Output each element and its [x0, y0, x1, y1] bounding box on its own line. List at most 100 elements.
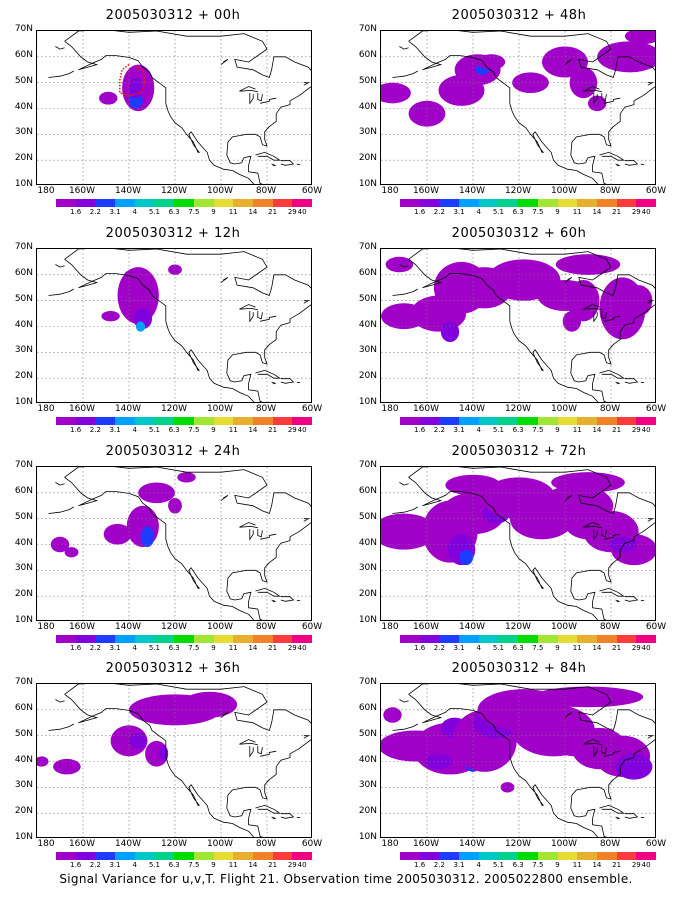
- coastline: [255, 804, 282, 814]
- color-scale-swatch: [419, 417, 440, 425]
- color-scale-bar: [400, 199, 656, 207]
- color-scale-level: 4: [476, 208, 481, 216]
- coastline: [647, 518, 654, 522]
- map-panel: 2005030312 + 48h 70N 60N 50N 40N 30N 20N 10N 180…: [346, 0, 692, 216]
- latitude-label: 20N: [358, 589, 377, 600]
- coastline: [303, 82, 310, 86]
- coastline: [303, 735, 310, 739]
- color-scale-swatch: [292, 635, 312, 643]
- color-scale-swatch: [459, 417, 479, 425]
- longitude-label: 140W: [458, 839, 486, 849]
- color-scale-swatch: [193, 635, 214, 643]
- coastline: [599, 369, 626, 379]
- longitude-label: 140W: [114, 622, 142, 632]
- color-scale-swatch: [400, 852, 420, 860]
- color-scale-swatch: [233, 635, 253, 643]
- latitude-label: 40N: [358, 101, 377, 112]
- color-scale-level: 3.1: [109, 644, 121, 652]
- coastline: [624, 813, 639, 819]
- color-scale-level: 3.1: [453, 644, 465, 652]
- color-scale-swatch: [596, 852, 617, 860]
- color-scale-swatch: [537, 635, 558, 643]
- latitude-label: 10N: [14, 397, 33, 407]
- latitude-label: 50N: [14, 75, 33, 86]
- variance-region: [117, 267, 159, 324]
- panel-title: 2005030312 + 60h: [451, 226, 587, 241]
- color-scale-level: 11: [572, 644, 582, 652]
- color-scale-level: 2.2: [433, 861, 445, 869]
- coastline: [604, 97, 621, 104]
- color-scale-swatch: [252, 199, 273, 207]
- color-scale-level: 29: [631, 861, 641, 869]
- color-scale-swatch: [134, 199, 155, 207]
- color-scale-level: 29: [631, 426, 641, 434]
- color-scale-level: 21: [612, 426, 622, 434]
- color-scale-level: 40: [641, 644, 651, 652]
- longitude-label: 80W: [255, 622, 277, 632]
- map-plot-area: [36, 683, 312, 838]
- latitude-label: 60N: [14, 702, 33, 713]
- color-scale-level: 21: [268, 861, 278, 869]
- coastline: [564, 712, 573, 718]
- color-scale-labels: 1.6 2.2 3.1 4 5.1 6.3 7.5 9 11 14 21 29 40: [400, 644, 656, 654]
- latitude-label: 70N: [14, 677, 33, 687]
- color-scale-swatch: [616, 199, 637, 207]
- coastline: [257, 746, 263, 755]
- variance-region: [53, 758, 81, 775]
- color-scale-level: 14: [248, 861, 258, 869]
- coastline: [399, 699, 409, 703]
- color-scale-labels: 1.6 2.2 3.1 4 5.1 6.3 7.5 9 11 14 21 29 40: [56, 644, 312, 654]
- coastline: [220, 59, 229, 65]
- longitude-label: 120W: [504, 839, 532, 849]
- color-scale-level: 14: [248, 208, 258, 216]
- color-scale-swatch: [498, 417, 519, 425]
- color-scale-level: 5.1: [148, 426, 161, 434]
- coastline: [604, 315, 621, 322]
- variance-region: [532, 686, 644, 708]
- color-scale-labels: 1.6 2.2 3.1 4 5.1 6.3 7.5 9 11 14 21 29 40: [400, 861, 656, 871]
- color-scale-level: 11: [228, 208, 238, 216]
- longitude-label: 120W: [504, 404, 532, 414]
- coastline: [257, 529, 263, 538]
- coastline: [249, 529, 254, 541]
- color-scale-swatch: [636, 852, 656, 860]
- latitude-label: 40N: [14, 101, 33, 112]
- map-panel: 2005030312 + 00h 70N 60N 50N 40N 30N 20N 10N 180…: [0, 0, 346, 216]
- latitude-label: 20N: [14, 589, 33, 600]
- longitude-label: 100W: [550, 404, 578, 414]
- color-scale-level: 40: [641, 861, 651, 869]
- color-scale-level: 21: [268, 644, 278, 652]
- latitude-label: 60N: [14, 485, 33, 496]
- coastline: [615, 816, 621, 820]
- coastline: [48, 723, 74, 731]
- coastline: [601, 746, 607, 755]
- color-scale-swatch: [95, 199, 116, 207]
- coastline: [408, 249, 655, 402]
- color-scale-bar: [400, 417, 656, 425]
- variance-region: [50, 536, 70, 553]
- latitude-label: 10N: [358, 397, 377, 407]
- coastline: [392, 723, 418, 731]
- color-scale-swatch: [95, 635, 116, 643]
- color-scale-level: 9: [211, 426, 216, 434]
- variance-region: [551, 472, 625, 493]
- latitude-label: 20N: [358, 371, 377, 382]
- color-scale-level: 4: [132, 644, 137, 652]
- latitude-label: 20N: [358, 806, 377, 817]
- longitude-label: 80W: [599, 404, 621, 414]
- color-scale-swatch: [557, 635, 578, 643]
- color-scale-swatch: [518, 199, 538, 207]
- color-scale-level: 3.1: [109, 208, 121, 216]
- color-scale-swatch: [154, 852, 175, 860]
- color-scale-level: 40: [297, 426, 307, 434]
- coastline: [583, 86, 602, 93]
- coastline: [604, 750, 621, 757]
- color-scale-level: 9: [555, 861, 560, 869]
- color-scale-swatch: [616, 852, 637, 860]
- color-scale-swatch: [616, 635, 637, 643]
- color-scale-level: 4: [476, 426, 481, 434]
- color-scale-swatch: [95, 417, 116, 425]
- coastline: [593, 529, 598, 541]
- coastline: [408, 684, 655, 837]
- longitude-label: 160W: [68, 839, 96, 849]
